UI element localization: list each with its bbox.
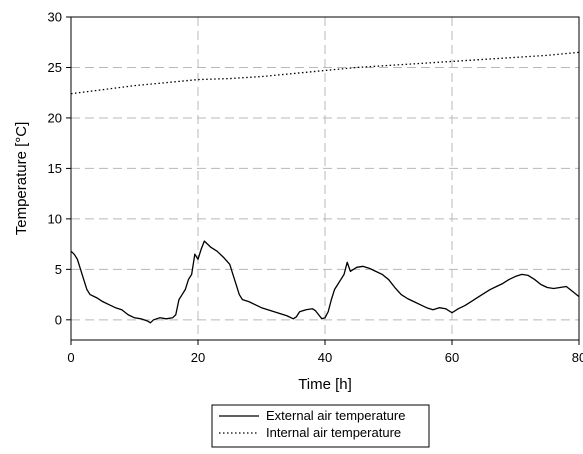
y-tick-label: 25 [48,60,62,75]
y-tick-label: 30 [48,10,62,25]
x-tick-label: 80 [572,350,583,365]
y-axis-title: Temperature [°C] [13,122,30,236]
y-tick-label: 10 [48,211,62,226]
x-tick-label: 40 [318,350,332,365]
y-tick-label: 5 [55,262,62,277]
grid [71,16,579,340]
legend-label-internal: Internal air temperature [266,425,401,440]
y-tick-label: 20 [48,110,62,125]
x-tick-label: 60 [445,350,459,365]
series-internal-air-temperature [70,51,580,95]
x-axis-title: Time [h] [298,376,352,393]
tick-labels: 0 5 10 15 20 25 30 0 20 40 60 80 [48,10,583,366]
legend: External air temperature Internal air te… [211,404,430,448]
series-external-air-temperature [70,240,580,324]
legend-label-external: External air temperature [266,408,405,423]
x-tick-label: 0 [67,350,74,365]
y-tick-label: 0 [55,312,62,327]
axis-ticks [66,16,580,345]
x-tick-label: 20 [191,350,205,365]
y-tick-label: 15 [48,161,62,176]
legend-box [211,404,430,448]
series-layer [70,51,580,324]
